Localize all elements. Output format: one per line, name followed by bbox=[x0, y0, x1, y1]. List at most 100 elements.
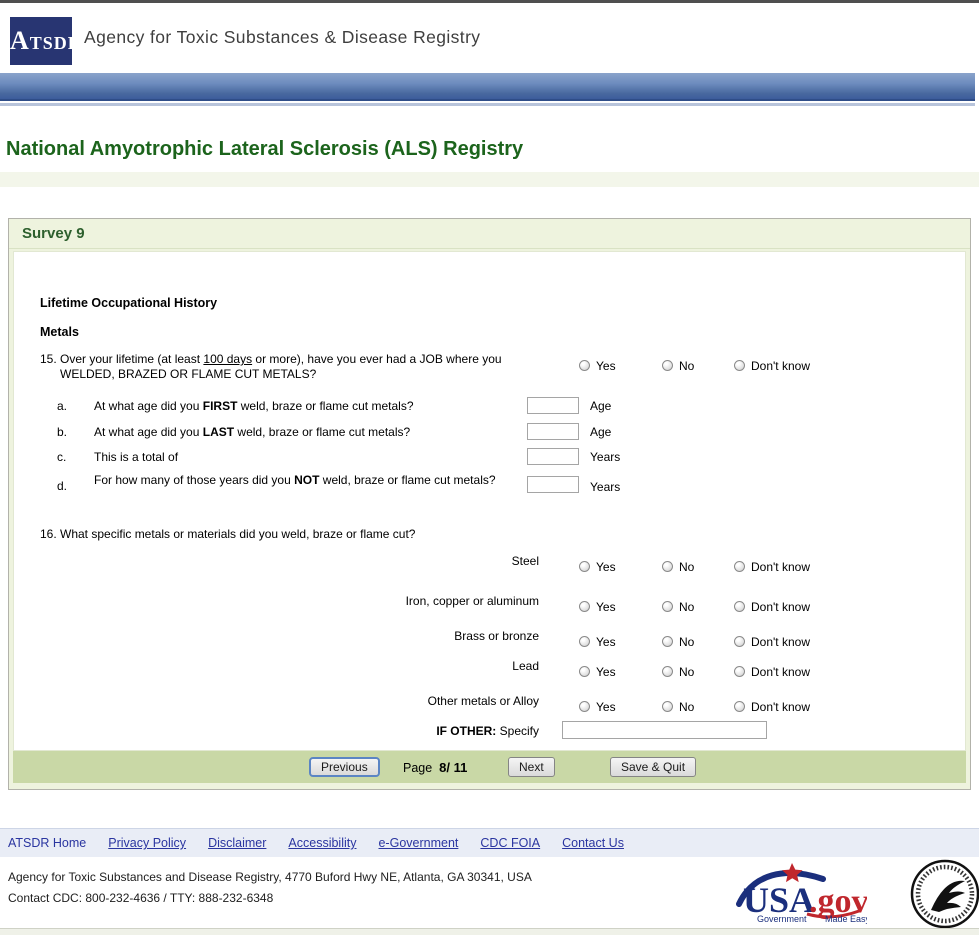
q16-iron-option-yes: Yes bbox=[579, 599, 616, 614]
usagov-gov-text: .gov bbox=[809, 883, 867, 920]
q16-brass-no-radio[interactable] bbox=[662, 636, 673, 647]
survey-panel: Survey 9 Lifetime Occupational History M… bbox=[8, 218, 971, 790]
q16-other-dontknow-label: Don't know bbox=[751, 699, 810, 714]
q16-other-yes-radio[interactable] bbox=[579, 701, 590, 712]
hhs-eagle-icon bbox=[931, 880, 965, 912]
q16-brass-dontknow-radio[interactable] bbox=[734, 636, 745, 647]
q16-other-option-dontknow: Don't know bbox=[734, 699, 810, 714]
q15b-unit: Age bbox=[590, 425, 612, 439]
footer-bottom-strip bbox=[0, 929, 979, 935]
q15-no-label: No bbox=[679, 358, 695, 373]
q16-steel-option-no: No bbox=[662, 559, 694, 574]
usagov-usa-text: USA bbox=[743, 880, 815, 920]
q15-yes-label: Yes bbox=[596, 358, 616, 373]
survey-form-area: Lifetime Occupational History Metals 15.… bbox=[13, 251, 966, 751]
q16-iron-yes-radio[interactable] bbox=[579, 601, 590, 612]
q16-steel-label: Steel bbox=[511, 554, 539, 568]
q15-dontknow-radio[interactable] bbox=[734, 360, 745, 371]
section-title: Lifetime Occupational History bbox=[40, 296, 218, 310]
footer-link-cdc-foia[interactable]: CDC FOIA bbox=[480, 836, 541, 850]
q16-steel-no-radio[interactable] bbox=[662, 561, 673, 572]
hhs-seal-icon[interactable] bbox=[903, 858, 979, 930]
q15c-years-input[interactable] bbox=[527, 448, 579, 465]
q16-steel-yes-radio[interactable] bbox=[579, 561, 590, 572]
q15b-pre: At what age did you bbox=[94, 425, 203, 439]
q16-ifother-label: IF OTHER: Specify bbox=[14, 724, 539, 738]
q15-text-part1: Over your lifetime (at least bbox=[60, 352, 204, 366]
q16-steel-dontknow-radio[interactable] bbox=[734, 561, 745, 572]
q16-steel-dontknow-label: Don't know bbox=[751, 559, 810, 574]
q16-other-yes-label: Yes bbox=[596, 699, 616, 714]
q16-steel-no-label: No bbox=[679, 559, 695, 574]
q15b-bold: LAST bbox=[202, 425, 235, 439]
footer-link-contact-us[interactable]: Contact Us bbox=[562, 836, 624, 850]
q15a-letter: a. bbox=[57, 399, 68, 413]
q16-ifother-bold: IF OTHER: bbox=[436, 724, 497, 738]
top-border-bar bbox=[0, 0, 979, 3]
footer-link-accessibility[interactable]: Accessibility bbox=[288, 836, 357, 850]
q16-other-label: Other metals or Alloy bbox=[427, 694, 539, 708]
q16-brass-yes-radio[interactable] bbox=[579, 636, 590, 647]
q16-lead-dontknow-radio[interactable] bbox=[734, 666, 745, 677]
q16-iron-yes-label: Yes bbox=[596, 599, 616, 614]
q15d-letter: d. bbox=[57, 479, 68, 493]
q15-no-radio[interactable] bbox=[662, 360, 673, 371]
previous-button[interactable]: Previous bbox=[309, 757, 380, 777]
site-header: ATSDR Agency for Toxic Substances & Dise… bbox=[0, 3, 979, 73]
atsdr-logo-letter: A bbox=[10, 26, 30, 55]
q16-number: 16. bbox=[40, 527, 57, 541]
q16-iron-dontknow-label: Don't know bbox=[751, 599, 810, 614]
footer-link-egovernment[interactable]: e-Government bbox=[378, 836, 459, 850]
footer-link-atsdr-home[interactable]: ATSDR Home bbox=[8, 836, 87, 850]
q15a-post: weld, braze or flame cut metals? bbox=[237, 399, 414, 413]
q16-iron-option-no: No bbox=[662, 599, 694, 614]
q15d-years-input[interactable] bbox=[527, 476, 579, 493]
q15c-pre: This is a total of bbox=[94, 450, 179, 464]
q15-dontknow-label: Don't know bbox=[751, 358, 810, 373]
usagov-logo[interactable]: USA .gov Government Made Easy bbox=[735, 862, 871, 926]
q16-lead-yes-label: Yes bbox=[596, 664, 616, 679]
q15b-letter: b. bbox=[57, 425, 68, 439]
q16-iron-dontknow-radio[interactable] bbox=[734, 601, 745, 612]
footer-address: Agency for Toxic Substances and Disease … bbox=[8, 870, 532, 884]
q15b-age-input[interactable] bbox=[527, 423, 579, 440]
q16-iron-option-dontknow: Don't know bbox=[734, 599, 810, 614]
footer-link-disclaimer[interactable]: Disclaimer bbox=[208, 836, 267, 850]
q16-lead-option-yes: Yes bbox=[579, 664, 616, 679]
q15c-unit: Years bbox=[590, 450, 621, 464]
agency-name-text: Agency for Toxic Substances & Disease Re… bbox=[84, 27, 481, 47]
atsdr-logo[interactable]: ATSDR bbox=[10, 17, 81, 65]
q16-iron-label: Iron, copper or aluminum bbox=[405, 594, 539, 608]
blue-banner-bar bbox=[0, 73, 975, 101]
next-button[interactable]: Next bbox=[508, 757, 555, 777]
q16-lead-no-radio[interactable] bbox=[662, 666, 673, 677]
q15d-pre: For how many of those years did you bbox=[94, 473, 295, 487]
q16-iron-no-radio[interactable] bbox=[662, 601, 673, 612]
q16-other-dontknow-radio[interactable] bbox=[734, 701, 745, 712]
q15a-unit: Age bbox=[590, 399, 612, 413]
q16-lead-dontknow-label: Don't know bbox=[751, 664, 810, 679]
q16-specify-input[interactable] bbox=[562, 721, 767, 739]
q16-brass-option-dontknow: Don't know bbox=[734, 634, 810, 649]
q15-yes-radio[interactable] bbox=[579, 360, 590, 371]
q16-other-option-no: No bbox=[662, 699, 694, 714]
q16-steel-option-dontknow: Don't know bbox=[734, 559, 810, 574]
usagov-underline bbox=[806, 909, 860, 919]
q16-brass-dontknow-label: Don't know bbox=[751, 634, 810, 649]
q15-option-dontknow: Don't know bbox=[734, 358, 810, 373]
q16-lead-yes-radio[interactable] bbox=[579, 666, 590, 677]
q16-other-no-radio[interactable] bbox=[662, 701, 673, 712]
q15-option-yes: Yes bbox=[579, 358, 616, 373]
usagov-madeeasy-text: Made Easy bbox=[825, 914, 867, 924]
q15d-unit: Years bbox=[590, 480, 621, 494]
save-quit-button[interactable]: Save & Quit bbox=[610, 757, 697, 777]
q16-brass-no-label: No bbox=[679, 634, 695, 649]
q15a-text: At what age did you FIRST weld, braze or… bbox=[94, 399, 524, 414]
hhs-seal-graphic bbox=[910, 859, 979, 929]
q16-brass-option-yes: Yes bbox=[579, 634, 616, 649]
q15a-age-input[interactable] bbox=[527, 397, 579, 414]
footer-link-privacy-policy[interactable]: Privacy Policy bbox=[108, 836, 187, 850]
q16-other-no-label: No bbox=[679, 699, 695, 714]
page-value: 8/ 11 bbox=[439, 760, 468, 775]
q15-option-no: No bbox=[662, 358, 694, 373]
